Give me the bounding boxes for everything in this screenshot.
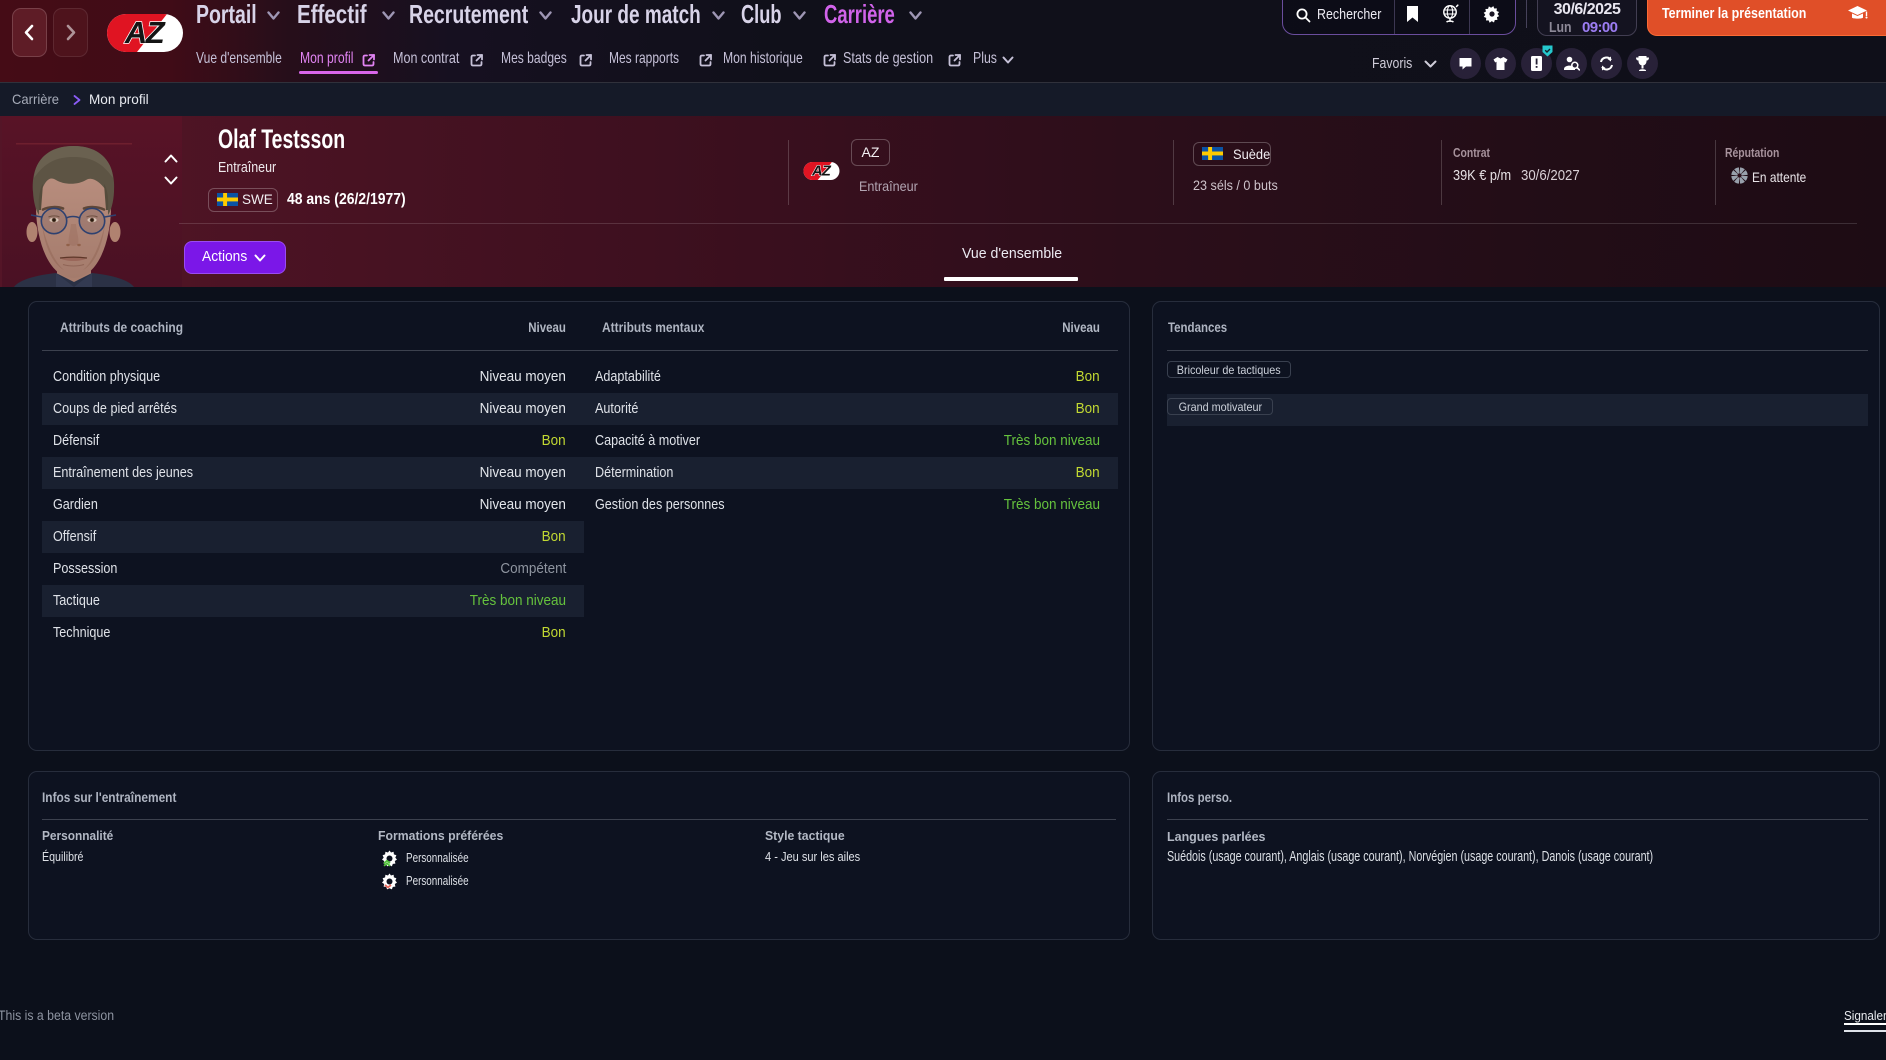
svg-text:AZ: AZ <box>124 15 166 50</box>
svg-text:AZ: AZ <box>811 164 832 180</box>
